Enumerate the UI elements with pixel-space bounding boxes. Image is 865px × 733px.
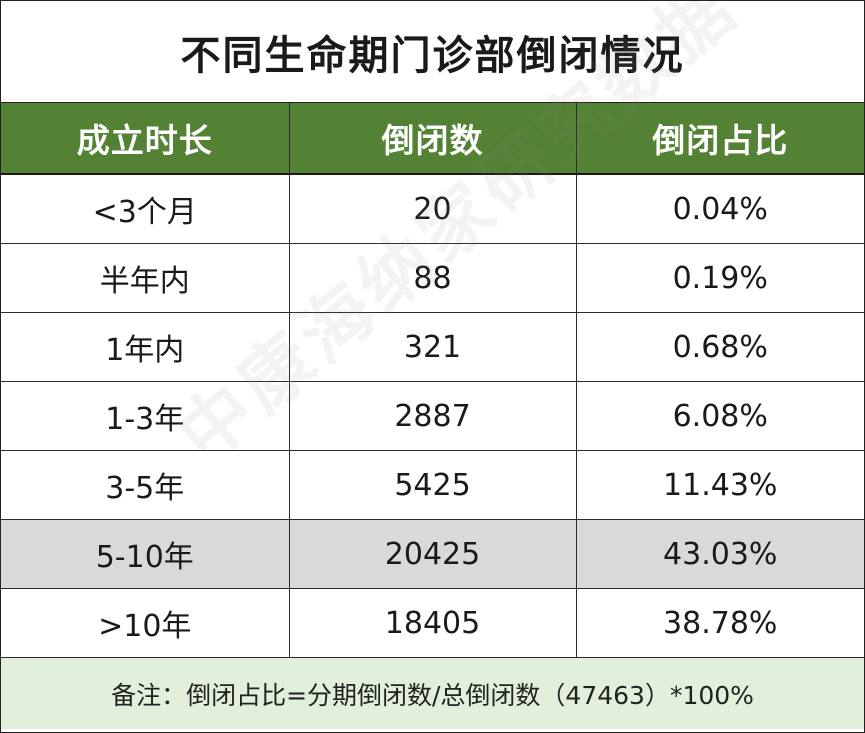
cell-duration: >10年 bbox=[1, 588, 289, 657]
cell-duration: 1年内 bbox=[1, 312, 289, 382]
cell-ratio: 0.68% bbox=[575, 312, 864, 382]
footnote: 备注：倒闭占比=分期倒闭数/总倒闭数（47463）*100% bbox=[1, 657, 864, 729]
column-header-count: 倒闭数 bbox=[288, 103, 576, 175]
cell-ratio: 0.04% bbox=[575, 174, 864, 244]
table-row: 1年内 321 0.68% bbox=[1, 312, 864, 382]
cell-ratio: 0.19% bbox=[575, 243, 864, 313]
cell-duration: <3个月 bbox=[92, 195, 197, 230]
column-header-ratio: 倒闭占比 bbox=[575, 103, 864, 175]
table-row: >10年 18405 38.78% bbox=[1, 588, 864, 657]
cell-count: 2887 bbox=[288, 381, 576, 451]
cell-duration: 3-5年 bbox=[1, 450, 289, 520]
table-row-highlighted: 5-10年 20425 43.03% bbox=[1, 519, 864, 589]
cell-count: 18405 bbox=[288, 588, 576, 657]
cell-duration: 半年内 bbox=[1, 243, 289, 313]
table-row: 1-3年 2887 6.08% bbox=[1, 381, 864, 451]
table-row: <3个月 20 0.04% bbox=[1, 174, 864, 244]
cell-ratio: 43.03% bbox=[575, 519, 864, 589]
closure-table: 成立时长 倒闭数 倒闭占比 <3个月 20 0.04% 半年内 88 0.19%… bbox=[1, 103, 864, 657]
cell-ratio: 11.43% bbox=[575, 450, 864, 520]
cell-duration: 1-3年 bbox=[1, 381, 289, 451]
column-header-duration: 成立时长 bbox=[1, 103, 289, 175]
cell-ratio: 38.78% bbox=[575, 588, 864, 657]
cell-count: 5425 bbox=[288, 450, 576, 520]
table-title: 不同生命期门诊部倒闭情况 bbox=[1, 1, 864, 103]
cell-duration: 5-10年 bbox=[1, 519, 289, 589]
table-row: 半年内 88 0.19% bbox=[1, 243, 864, 313]
cell-ratio: 6.08% bbox=[575, 381, 864, 451]
cell-count: 20 bbox=[288, 174, 576, 244]
cell-count: 20425 bbox=[288, 519, 576, 589]
header-row: 成立时长 倒闭数 倒闭占比 bbox=[1, 103, 864, 175]
table-row: 3-5年 5425 11.43% bbox=[1, 450, 864, 520]
cell-count: 321 bbox=[288, 312, 576, 382]
cell-count: 88 bbox=[288, 243, 576, 313]
